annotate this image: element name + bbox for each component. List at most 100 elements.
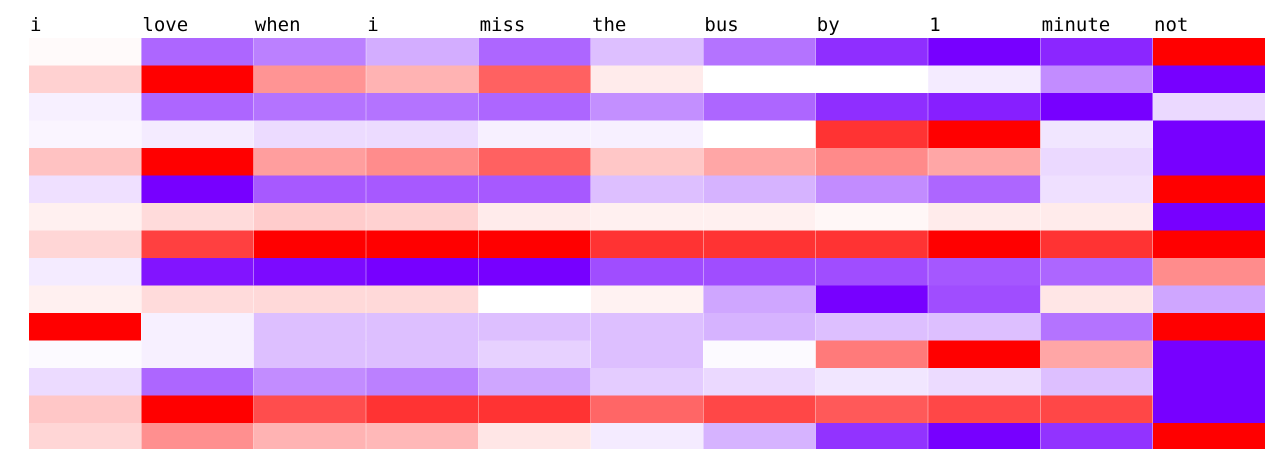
heatmap-cell — [478, 93, 591, 121]
heatmap-cell — [141, 120, 254, 149]
heatmap-cell — [141, 368, 254, 396]
heatmap-cell — [1040, 120, 1153, 149]
heatmap-cell — [478, 175, 591, 204]
heatmap-cell — [29, 93, 141, 121]
token-label: the — [592, 14, 626, 36]
heatmap-cell — [253, 93, 366, 121]
heatmap-cell — [703, 313, 816, 341]
heatmap-cell — [1153, 93, 1265, 121]
heatmap-cell — [29, 120, 141, 149]
heatmap-cell — [253, 203, 366, 231]
token-label: miss — [480, 14, 526, 36]
heatmap-cell — [366, 175, 479, 204]
heatmap-cell — [703, 340, 816, 369]
heatmap-cell — [478, 65, 591, 94]
heatmap-cell — [591, 395, 703, 424]
heatmap-cell — [815, 285, 928, 314]
heatmap-cell — [478, 38, 591, 66]
heatmap-cell — [928, 203, 1041, 231]
heatmap-cell — [815, 258, 928, 286]
heatmap-cell — [1153, 120, 1265, 149]
heatmap-cell — [478, 313, 591, 341]
heatmap-cell — [703, 175, 816, 204]
heatmap-cell — [478, 230, 591, 259]
heatmap-cell — [591, 65, 703, 94]
token-label: 1 — [929, 14, 940, 36]
heatmap-cell — [253, 313, 366, 341]
heatmap-cell — [253, 230, 366, 259]
heatmap-cell — [703, 93, 816, 121]
heatmap-cell — [141, 313, 254, 341]
heatmap-cell — [928, 258, 1041, 286]
token-label: by — [817, 14, 840, 36]
token-label: not — [1154, 14, 1188, 36]
heatmap-cell — [366, 313, 479, 341]
heatmap-cell — [478, 395, 591, 424]
heatmap-cell — [815, 65, 928, 94]
heatmap-cell — [591, 38, 703, 66]
heatmap-cell — [29, 230, 141, 259]
heatmap-cell — [253, 258, 366, 286]
heatmap-cell — [928, 230, 1041, 259]
heatmap-cell — [815, 340, 928, 369]
heatmap-cell — [253, 395, 366, 424]
heatmap-cell — [253, 65, 366, 94]
heatmap-cell — [1040, 340, 1153, 369]
heatmap-cell — [928, 65, 1041, 94]
heatmap-cell — [703, 258, 816, 286]
heatmap-cell — [29, 148, 141, 176]
heatmap-cell — [703, 203, 816, 231]
heatmap-cell — [591, 203, 703, 231]
heatmap-cell — [815, 368, 928, 396]
heatmap-cell — [591, 230, 703, 259]
heatmap-cell — [1040, 93, 1153, 121]
heatmap-cell — [703, 65, 816, 94]
heatmap-cell — [478, 340, 591, 369]
heatmap-cell — [141, 65, 254, 94]
heatmap-cell — [591, 175, 703, 204]
heatmap-cell — [141, 175, 254, 204]
heatmap-cell — [478, 120, 591, 149]
heatmap-cell — [928, 395, 1041, 424]
heatmap-cell — [478, 148, 591, 176]
heatmap-cell — [928, 175, 1041, 204]
heatmap-cell — [1153, 258, 1265, 286]
heatmap-cell — [366, 423, 479, 449]
heatmap-cell — [928, 120, 1041, 149]
heatmap-cell — [366, 93, 479, 121]
heatmap-cell — [141, 285, 254, 314]
heatmap-cell — [1040, 285, 1153, 314]
heatmap-cell — [366, 395, 479, 424]
token-label: when — [255, 14, 301, 36]
token-label: minute — [1042, 14, 1111, 36]
heatmap-cell — [928, 148, 1041, 176]
token-label: i — [30, 14, 41, 36]
heatmap-cell — [29, 340, 141, 369]
heatmap-cell — [253, 175, 366, 204]
heatmap-cell — [478, 258, 591, 286]
heatmap-cell — [141, 93, 254, 121]
heatmap-cell — [591, 148, 703, 176]
heatmap-cell — [815, 93, 928, 121]
heatmap-cell — [1040, 423, 1153, 449]
heatmap-cell — [928, 313, 1041, 341]
heatmap-cell — [1153, 368, 1265, 396]
heatmap-cell — [478, 203, 591, 231]
heatmap-cell — [29, 258, 141, 286]
heatmap-cell — [29, 368, 141, 396]
heatmap-cell — [253, 148, 366, 176]
heatmap-cell — [253, 368, 366, 396]
heatmap-cell — [928, 340, 1041, 369]
token-labels: i love when i miss the bus by 1 minute not — [30, 14, 1188, 36]
heatmap-cell — [141, 203, 254, 231]
heatmap-cell — [141, 38, 254, 66]
heatmap-cell — [29, 38, 141, 66]
heatmap-cell — [366, 340, 479, 369]
heatmap-cell — [591, 368, 703, 396]
heatmap-cell — [141, 258, 254, 286]
heatmap-cell — [29, 175, 141, 204]
heatmap-cell — [591, 258, 703, 286]
heatmap-cell — [366, 258, 479, 286]
heatmap-cell — [591, 313, 703, 341]
